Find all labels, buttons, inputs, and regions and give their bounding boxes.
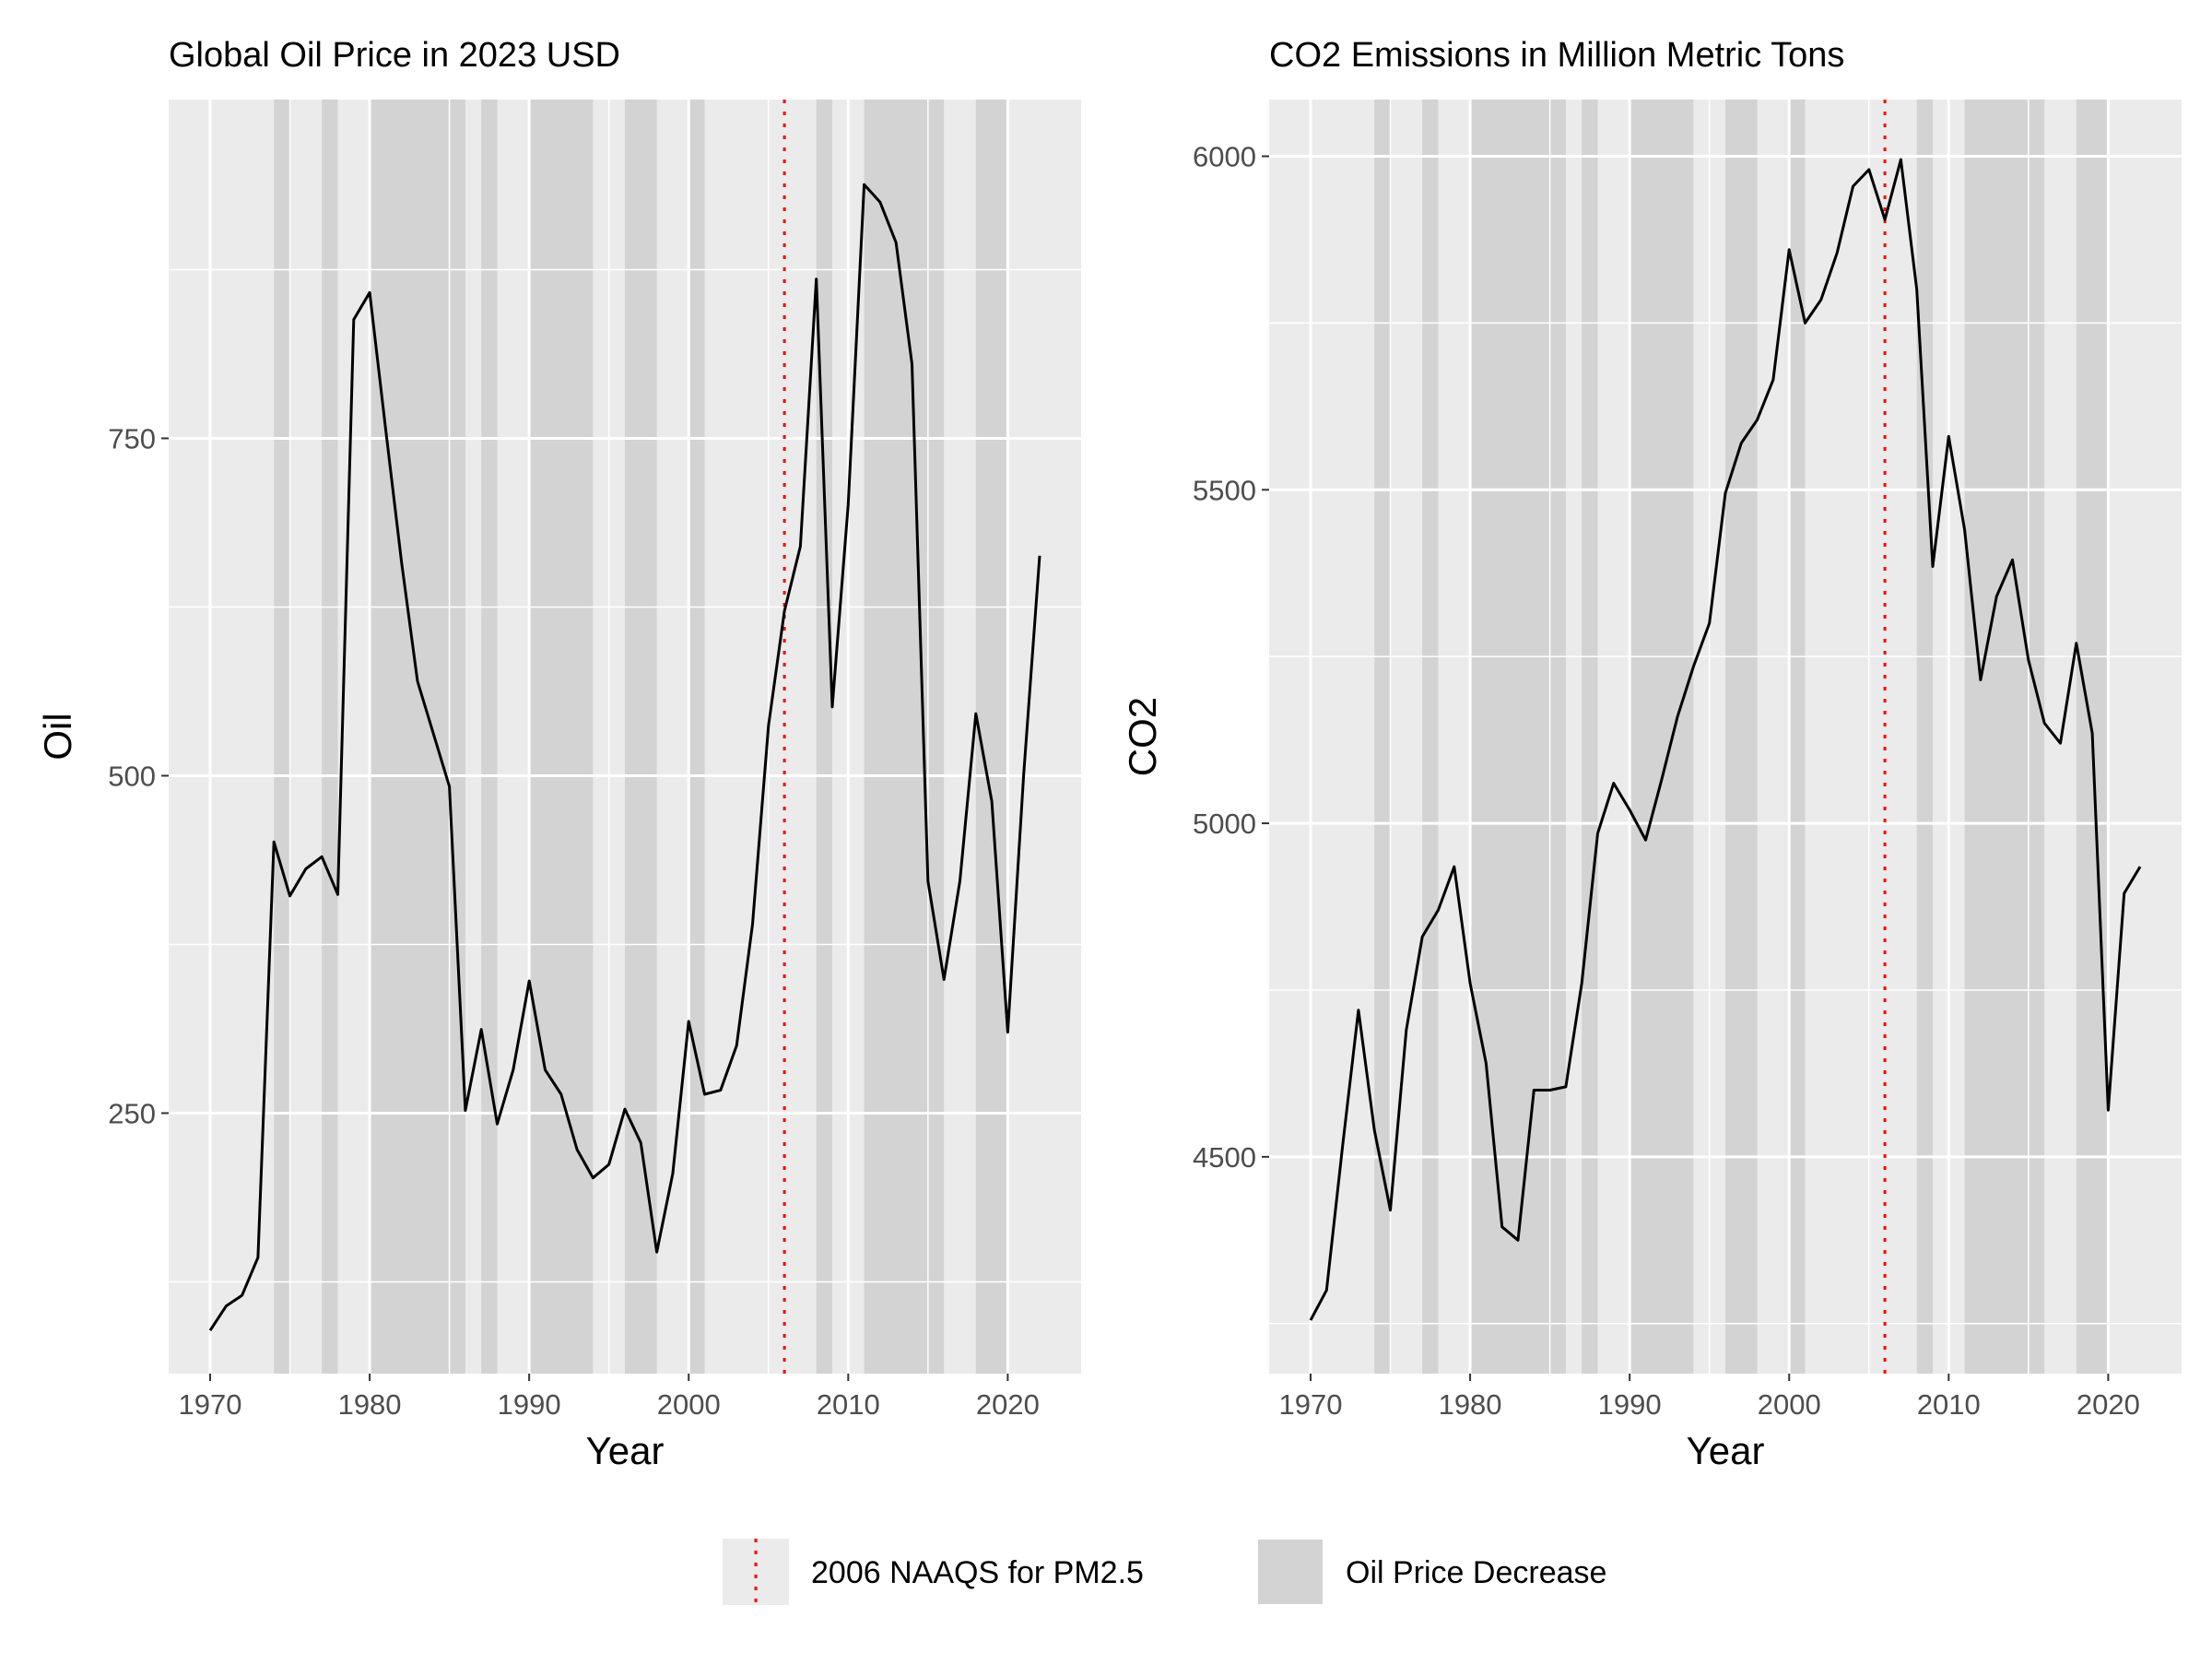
legend: 2006 NAAQS for PM2.5 Oil Price Decrease bbox=[723, 1539, 1606, 1605]
co2-decrease-span bbox=[1582, 100, 1597, 1374]
co2-x-tick-label: 1990 bbox=[1598, 1388, 1662, 1421]
oil-decrease-span bbox=[322, 100, 337, 1374]
oil-price-panel: Global Oil Price in 2023 USD 1970 1980 199… bbox=[36, 36, 1081, 1472]
co2-x-axis-title: Year bbox=[1687, 1429, 1765, 1472]
legend-key-naaqs bbox=[723, 1539, 789, 1605]
co2-decrease-span bbox=[1374, 100, 1390, 1374]
co2-x-tick-label: 2000 bbox=[1758, 1388, 1821, 1421]
co2-y-axis-title: CO2 bbox=[1121, 697, 1164, 776]
co2-y-tick-label: 6000 bbox=[1193, 141, 1256, 173]
co2-x-tick-label: 2020 bbox=[2077, 1388, 2140, 1421]
co2-y-tick-label: 4500 bbox=[1193, 1141, 1256, 1174]
co2-decrease-span bbox=[1725, 100, 1758, 1374]
oil-decrease-span bbox=[481, 100, 497, 1374]
co2-x-tick-label: 1980 bbox=[1439, 1388, 1502, 1421]
oil-y-axis-title: Oil bbox=[36, 713, 79, 760]
co2-emissions-panel: CO2 Emissions in Million Metric Tons 197… bbox=[1121, 36, 2182, 1472]
oil-x-tick-label: 1970 bbox=[179, 1388, 242, 1421]
oil-decrease-span bbox=[529, 100, 593, 1374]
oil-x-tick-label: 2020 bbox=[976, 1388, 1040, 1421]
co2-x-ticks: 1970 1980 1990 2000 2010 2020 bbox=[1279, 1374, 2140, 1421]
oil-decrease-span bbox=[625, 100, 657, 1374]
oil-decrease-span bbox=[865, 100, 945, 1374]
co2-decrease-span bbox=[1965, 100, 2045, 1374]
oil-decrease-span bbox=[274, 100, 289, 1374]
oil-decrease-span bbox=[688, 100, 704, 1374]
oil-x-tick-label: 1980 bbox=[338, 1388, 402, 1421]
legend-label-decrease: Oil Price Decrease bbox=[1346, 1555, 1606, 1590]
oil-x-tick-label: 2010 bbox=[817, 1388, 880, 1421]
co2-y-tick-label: 5500 bbox=[1193, 474, 1256, 506]
co2-y-tick-label: 5000 bbox=[1193, 808, 1256, 840]
co2-decrease-spans bbox=[1374, 100, 2108, 1374]
legend-key-decrease bbox=[1257, 1539, 1324, 1605]
oil-y-tick-label: 250 bbox=[108, 1097, 156, 1129]
oil-y-tick-label: 750 bbox=[108, 422, 156, 454]
co2-x-tick-label: 2010 bbox=[1917, 1388, 1981, 1421]
co2-decrease-span bbox=[1470, 100, 1566, 1374]
oil-chart-title: Global Oil Price in 2023 USD bbox=[169, 36, 620, 75]
co2-decrease-span bbox=[1630, 100, 1693, 1374]
co2-decrease-span bbox=[1917, 100, 1933, 1374]
co2-chart-title: CO2 Emissions in Million Metric Tons bbox=[1269, 36, 1844, 75]
oil-decrease-spans bbox=[274, 100, 1007, 1374]
oil-y-tick-label: 500 bbox=[108, 760, 156, 792]
oil-x-tick-label: 2000 bbox=[657, 1388, 721, 1421]
legend-label-naaqs: 2006 NAAQS for PM2.5 bbox=[811, 1555, 1144, 1590]
oil-x-axis-title: Year bbox=[586, 1429, 665, 1472]
oil-y-ticks: 250 500 750 bbox=[108, 422, 169, 1129]
oil-x-ticks: 1970 1980 1990 2000 2010 2020 bbox=[179, 1374, 1040, 1421]
oil-decrease-span bbox=[370, 100, 465, 1374]
co2-x-tick-label: 1970 bbox=[1279, 1388, 1343, 1421]
co2-decrease-span bbox=[1422, 100, 1438, 1374]
co2-y-ticks: 4500 5000 5500 6000 bbox=[1193, 141, 1269, 1174]
oil-x-tick-label: 1990 bbox=[498, 1388, 561, 1421]
oil-decrease-span bbox=[817, 100, 832, 1374]
